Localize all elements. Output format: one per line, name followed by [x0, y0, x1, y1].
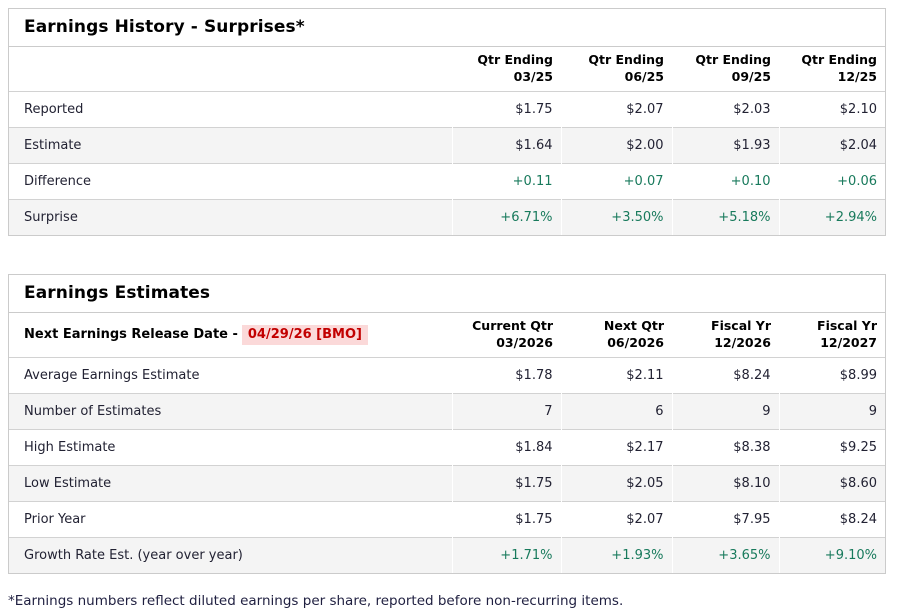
table-row-number-of-estimates: Number of Estimates 7 6 9 9 — [9, 393, 885, 430]
column-header-line2: 12/25 — [837, 68, 877, 84]
cell-value: 6 — [560, 393, 672, 430]
cell-value: $1.84 — [451, 429, 561, 466]
column-header-line2: 06/25 — [624, 68, 664, 84]
column-header-fiscal-yr-2027: Fiscal Yr 12/2027 — [779, 313, 885, 358]
cell-value: $2.07 — [560, 91, 672, 128]
cell-value-positive: +0.07 — [560, 163, 672, 200]
row-label: Low Estimate — [9, 465, 452, 502]
earnings-estimates-panel: Earnings Estimates Next Earnings Release… — [8, 274, 886, 574]
cell-value: $2.10 — [778, 91, 885, 128]
earnings-history-table: Qtr Ending 03/25 Qtr Ending 06/25 Qtr En… — [9, 47, 885, 235]
cell-value: $8.24 — [778, 501, 885, 538]
cell-value: $2.00 — [560, 127, 672, 164]
cell-value: $8.60 — [778, 465, 885, 502]
column-header-line2: 03/25 — [513, 68, 553, 84]
column-header-line2: 06/2026 — [607, 334, 664, 350]
row-label: Prior Year — [9, 501, 452, 538]
column-header-next-qtr: Next Qtr 06/2026 — [561, 313, 672, 358]
cell-value: $8.24 — [671, 357, 779, 394]
table-row-high-estimate: High Estimate $1.84 $2.17 $8.38 $9.25 — [9, 429, 885, 466]
cell-value: $1.93 — [671, 127, 779, 164]
next-earnings-release: Next Earnings Release Date -04/29/26 [BM… — [9, 313, 452, 358]
cell-value-positive: +5.18% — [671, 199, 779, 235]
earnings-estimates-title: Earnings Estimates — [9, 275, 885, 313]
earnings-history-header-row: Qtr Ending 03/25 Qtr Ending 06/25 Qtr En… — [9, 47, 885, 92]
cell-value: $1.64 — [451, 127, 561, 164]
cell-value: $2.11 — [560, 357, 672, 394]
column-header-line1: Qtr Ending — [477, 52, 553, 67]
column-header-line1: Fiscal Yr — [711, 318, 771, 333]
cell-value: $1.75 — [451, 91, 561, 128]
cell-value: $8.10 — [671, 465, 779, 502]
next-earnings-release-label: Next Earnings Release Date - — [24, 326, 238, 342]
table-row-reported: Reported $1.75 $2.07 $2.03 $2.10 — [9, 91, 885, 128]
column-header-line1: Qtr Ending — [588, 52, 664, 67]
cell-value: $2.07 — [560, 501, 672, 538]
cell-value-positive: +0.06 — [778, 163, 885, 200]
cell-value: $9.25 — [778, 429, 885, 466]
row-label: High Estimate — [9, 429, 452, 466]
table-row-average-earnings-estimate: Average Earnings Estimate $1.78 $2.11 $8… — [9, 357, 885, 394]
table-row-growth-rate-est: Growth Rate Est. (year over year) +1.71%… — [9, 537, 885, 573]
table-row-difference: Difference +0.11 +0.07 +0.10 +0.06 — [9, 163, 885, 200]
earnings-history-header-spacer — [9, 47, 452, 92]
row-label: Surprise — [9, 199, 452, 235]
row-label: Difference — [9, 163, 452, 200]
column-header-qtr-1225: Qtr Ending 12/25 — [779, 47, 885, 92]
earnings-history-title: Earnings History - Surprises* — [9, 9, 885, 47]
cell-value: $2.17 — [560, 429, 672, 466]
column-header-line2: 12/2026 — [714, 334, 771, 350]
column-header-qtr-0625: Qtr Ending 06/25 — [561, 47, 672, 92]
cell-value: $7.95 — [671, 501, 779, 538]
cell-value-positive: +3.50% — [560, 199, 672, 235]
next-earnings-release-date: 04/29/26 [BMO] — [241, 324, 368, 345]
cell-value: 9 — [778, 393, 885, 430]
cell-value: $2.05 — [560, 465, 672, 502]
cell-value: $2.03 — [671, 91, 779, 128]
cell-value: 7 — [451, 393, 561, 430]
row-label: Average Earnings Estimate — [9, 357, 452, 394]
column-header-line1: Fiscal Yr — [817, 318, 877, 333]
column-header-current-qtr: Current Qtr 03/2026 — [452, 313, 561, 358]
row-label: Number of Estimates — [9, 393, 452, 430]
cell-value: $1.75 — [451, 465, 561, 502]
table-row-prior-year: Prior Year $1.75 $2.07 $7.95 $8.24 — [9, 501, 885, 538]
row-label: Reported — [9, 91, 452, 128]
cell-value: $8.38 — [671, 429, 779, 466]
column-header-qtr-0925: Qtr Ending 09/25 — [672, 47, 779, 92]
earnings-history-panel: Earnings History - Surprises* Qtr Ending… — [8, 8, 886, 236]
column-header-fiscal-yr-2026: Fiscal Yr 12/2026 — [672, 313, 779, 358]
cell-value: $2.04 — [778, 127, 885, 164]
table-row-surprise: Surprise +6.71% +3.50% +5.18% +2.94% — [9, 199, 885, 235]
cell-value-positive: +2.94% — [778, 199, 885, 235]
table-row-low-estimate: Low Estimate $1.75 $2.05 $8.10 $8.60 — [9, 465, 885, 502]
earnings-estimates-header-row: Next Earnings Release Date -04/29/26 [BM… — [9, 313, 885, 358]
cell-value-positive: +9.10% — [778, 537, 885, 573]
cell-value-positive: +1.71% — [451, 537, 561, 573]
column-header-qtr-0325: Qtr Ending 03/25 — [452, 47, 561, 92]
column-header-line2: 09/25 — [731, 68, 771, 84]
column-header-line1: Current Qtr — [472, 318, 553, 333]
column-header-line2: 03/2026 — [496, 334, 553, 350]
column-header-line1: Qtr Ending — [801, 52, 877, 67]
cell-value-positive: +3.65% — [671, 537, 779, 573]
cell-value-positive: +0.10 — [671, 163, 779, 200]
cell-value: $8.99 — [778, 357, 885, 394]
cell-value-positive: +6.71% — [451, 199, 561, 235]
cell-value: $1.75 — [451, 501, 561, 538]
earnings-footnote: *Earnings numbers reflect diluted earnin… — [8, 593, 624, 609]
earnings-estimates-table: Next Earnings Release Date -04/29/26 [BM… — [9, 313, 885, 573]
column-header-line1: Next Qtr — [603, 318, 664, 333]
table-row-estimate: Estimate $1.64 $2.00 $1.93 $2.04 — [9, 127, 885, 164]
cell-value: $1.78 — [451, 357, 561, 394]
row-label: Estimate — [9, 127, 452, 164]
cell-value-positive: +1.93% — [560, 537, 672, 573]
cell-value: 9 — [671, 393, 779, 430]
column-header-line2: 12/2027 — [820, 334, 877, 350]
row-label: Growth Rate Est. (year over year) — [9, 537, 452, 573]
column-header-line1: Qtr Ending — [695, 52, 771, 67]
cell-value-positive: +0.11 — [451, 163, 561, 200]
